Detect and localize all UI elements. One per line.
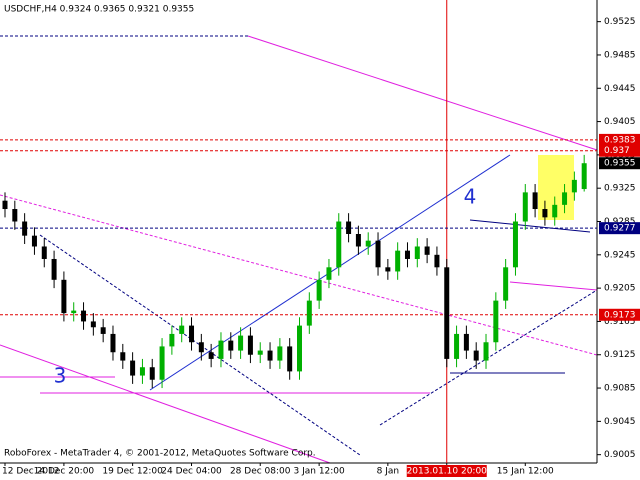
level-label: 0.9277	[604, 224, 636, 234]
level-label-box	[599, 133, 640, 146]
candle-body	[503, 267, 509, 301]
candle-body	[238, 335, 244, 351]
candle-body	[316, 279, 322, 301]
candle-body	[81, 310, 87, 322]
candle-body	[208, 352, 214, 359]
wave-label: 3	[54, 364, 67, 388]
x-tick-label: 15 Jan 12:00	[497, 467, 554, 477]
candle-body	[61, 279, 67, 314]
x-tick-label: 28 Dec 08:00	[230, 467, 291, 477]
candle-body	[434, 254, 440, 268]
candle-body	[169, 333, 175, 347]
candle-body	[385, 267, 391, 272]
chart-title: USDCHF,H4 0.9324 0.9365 0.9321 0.9355	[4, 5, 194, 15]
candle-body	[149, 367, 155, 380]
candle-body	[130, 360, 136, 376]
candle-body	[424, 246, 430, 255]
candle-body	[562, 192, 568, 205]
y-tick-label: 0.9125	[604, 350, 636, 360]
x-tick-label: 14 Dec 20:00	[34, 467, 95, 477]
candle-body	[287, 346, 293, 372]
y-tick-label: 0.9445	[604, 84, 636, 94]
candle-body	[247, 335, 253, 355]
candle-body	[179, 325, 185, 334]
candle-body	[71, 310, 77, 314]
candle-body	[277, 346, 283, 361]
y-tick-label: 0.9525	[604, 17, 636, 27]
candle-body	[12, 209, 18, 222]
candle-body	[581, 163, 587, 190]
candle-body	[346, 221, 352, 234]
candle-body	[228, 340, 234, 351]
candle-body	[473, 350, 479, 361]
y-tick-label: 0.9205	[604, 284, 636, 294]
candle-body	[483, 342, 489, 361]
candle-body	[532, 192, 538, 210]
candle-body	[552, 204, 558, 218]
candle-body	[90, 321, 96, 328]
y-tick-label: 0.9045	[604, 417, 636, 427]
candle-body	[120, 352, 126, 361]
x-label-box	[406, 465, 487, 477]
candle-body	[365, 240, 371, 247]
level-label: 0.9355	[604, 159, 636, 169]
level-label: 0.9383	[604, 135, 636, 145]
level-label-box	[599, 222, 640, 235]
candle-body	[375, 240, 381, 268]
x-tick-label: 3 Jan 12:00	[294, 467, 346, 477]
x-tick-label: 12 Dec 2012	[2, 467, 60, 477]
x-tick-label: 8 Jan	[377, 467, 399, 477]
candle-body	[522, 192, 528, 222]
level-label: 0.9173	[604, 310, 636, 320]
footer: RoboForex - MetaTrader 4, © 2001-2012, M…	[4, 449, 316, 459]
y-tick-label: 0.9285	[604, 217, 636, 227]
candle-body	[326, 267, 332, 280]
candle-body	[444, 267, 450, 359]
y-tick-label: 0.9325	[604, 184, 636, 194]
y-tick-label: 0.9165	[604, 317, 636, 327]
candle-body	[110, 333, 116, 353]
candle-body	[159, 346, 165, 380]
candle-body	[51, 258, 57, 280]
candle-body	[139, 367, 145, 376]
y-tick-label: 0.9245	[604, 250, 636, 260]
candle-body	[395, 250, 401, 272]
level-label-box	[599, 157, 640, 170]
x-tick-label: 24 Dec 04:00	[161, 467, 222, 477]
candle-body	[571, 179, 577, 193]
candle-body	[463, 333, 469, 351]
candle-body	[100, 327, 106, 334]
wave-label: 4	[464, 185, 477, 209]
candle-body	[41, 246, 47, 259]
candle-body	[22, 221, 28, 236]
candle-body	[404, 250, 410, 259]
candle-body	[218, 340, 224, 359]
level-label-box	[599, 308, 640, 321]
candle-body	[297, 325, 302, 372]
candle-body	[414, 246, 420, 259]
level-label-box	[599, 144, 640, 157]
x-tick-label: 19 Dec 12:00	[102, 467, 163, 477]
x-tick-label: 2013.01.10 20:00	[407, 467, 488, 477]
candle-body	[306, 300, 312, 326]
y-tick-label: 0.9485	[604, 50, 636, 60]
y-tick-label: 0.9405	[604, 117, 636, 127]
candle-body	[198, 342, 204, 353]
level-label: 0.937	[604, 146, 630, 156]
candle-body	[2, 200, 8, 210]
candle-body	[542, 209, 548, 218]
candle-body	[355, 233, 361, 247]
candle-body	[267, 350, 273, 361]
candle-body	[512, 221, 518, 268]
y-tick-label: 0.9005	[604, 450, 636, 460]
candle-body	[31, 235, 37, 247]
candle-body	[257, 350, 263, 355]
candle-body	[454, 333, 460, 359]
y-tick-label: 0.9085	[604, 384, 636, 394]
candle-body	[189, 325, 195, 343]
candle-body	[336, 221, 342, 268]
candle-body	[493, 300, 499, 343]
